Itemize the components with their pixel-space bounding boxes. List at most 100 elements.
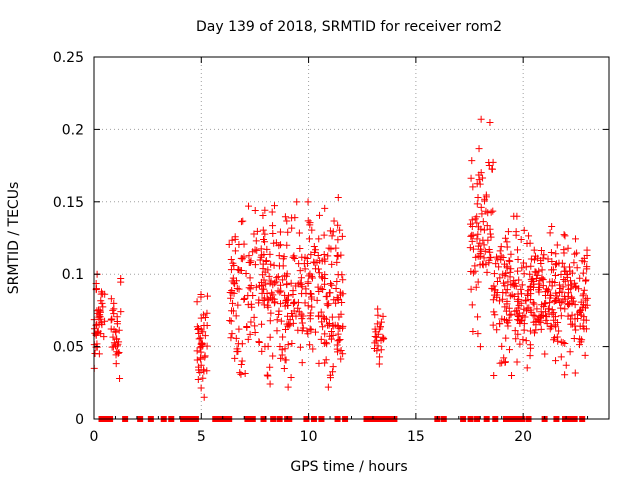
data-point xyxy=(500,316,508,324)
data-point xyxy=(229,299,237,307)
data-point xyxy=(568,299,576,307)
y-tick-label: 0 xyxy=(75,412,84,428)
data-point xyxy=(496,359,504,367)
data-point xyxy=(269,352,277,360)
data-point xyxy=(469,183,477,191)
data-point xyxy=(328,232,336,240)
x-axis-label: GPS time / hours xyxy=(290,459,407,475)
data-point xyxy=(263,371,271,379)
data-point xyxy=(490,282,498,290)
data-point xyxy=(195,363,203,371)
data-point xyxy=(308,226,316,234)
data-point xyxy=(280,365,288,373)
data-point xyxy=(336,226,344,234)
data-point xyxy=(513,212,521,220)
data-point xyxy=(107,316,115,324)
data-point xyxy=(259,211,267,219)
data-point xyxy=(269,222,277,230)
grid-lines xyxy=(94,57,609,419)
data-point xyxy=(526,327,534,335)
data-point xyxy=(583,294,591,302)
data-point xyxy=(507,310,515,318)
data-point xyxy=(267,309,275,317)
data-point xyxy=(483,268,491,276)
data-point xyxy=(256,256,264,264)
data-point xyxy=(316,211,324,219)
data-point xyxy=(261,206,269,214)
data-point xyxy=(235,285,243,293)
data-point xyxy=(241,294,249,302)
data-point xyxy=(197,355,205,363)
data-point xyxy=(193,347,201,355)
data-point xyxy=(486,248,494,256)
data-point xyxy=(577,298,585,306)
data-point xyxy=(277,287,285,295)
data-point xyxy=(496,274,504,282)
data-point xyxy=(516,340,524,348)
data-point xyxy=(583,301,591,309)
data-point xyxy=(275,252,283,260)
data-point xyxy=(338,299,346,307)
data-point xyxy=(552,357,560,365)
data-point xyxy=(539,276,547,284)
x-tick-label: 0 xyxy=(90,429,99,445)
data-point xyxy=(583,263,591,271)
data-point xyxy=(320,231,328,239)
data-point xyxy=(334,252,342,260)
data-point xyxy=(502,289,510,297)
data-point xyxy=(476,343,484,351)
data-point xyxy=(580,325,588,333)
data-point xyxy=(304,217,312,225)
data-point xyxy=(556,281,564,289)
data-point xyxy=(334,193,342,201)
data-point xyxy=(548,257,556,265)
data-point xyxy=(478,210,486,218)
data-point xyxy=(95,314,103,322)
data-point xyxy=(287,374,295,382)
data-point xyxy=(571,279,579,287)
data-point xyxy=(557,304,565,312)
data-point xyxy=(203,342,211,350)
data-point xyxy=(487,208,495,216)
data-point xyxy=(565,301,573,309)
data-point xyxy=(323,340,331,348)
data-point xyxy=(467,268,475,276)
data-point xyxy=(246,330,254,338)
data-point xyxy=(261,230,269,238)
data-point xyxy=(474,330,482,338)
data-point xyxy=(527,296,535,304)
data-point xyxy=(574,315,582,323)
data-point xyxy=(107,325,115,333)
data-point xyxy=(515,301,523,309)
data-point xyxy=(290,307,298,315)
data-point xyxy=(553,292,561,300)
data-point xyxy=(476,239,484,247)
data-point xyxy=(263,245,271,253)
data-point xyxy=(505,346,513,354)
data-point xyxy=(308,272,316,280)
data-point xyxy=(541,288,549,296)
data-point xyxy=(196,334,204,342)
data-point xyxy=(374,305,382,313)
data-point xyxy=(291,214,299,222)
data-point xyxy=(499,295,507,303)
data-point xyxy=(502,334,510,342)
data-point xyxy=(554,295,562,303)
data-point xyxy=(257,278,265,286)
data-point xyxy=(498,342,506,350)
data-point xyxy=(199,374,207,382)
data-point xyxy=(497,256,505,264)
data-point xyxy=(258,320,266,328)
data-point xyxy=(247,318,255,326)
data-point xyxy=(474,313,482,321)
data-point xyxy=(525,304,533,312)
data-point xyxy=(306,341,314,349)
data-point xyxy=(270,202,278,210)
data-point xyxy=(523,290,531,298)
data-point xyxy=(533,305,541,313)
data-point xyxy=(559,297,567,305)
data-point xyxy=(550,316,558,324)
data-point xyxy=(338,271,346,279)
data-point xyxy=(503,243,511,251)
data-point xyxy=(314,252,322,260)
